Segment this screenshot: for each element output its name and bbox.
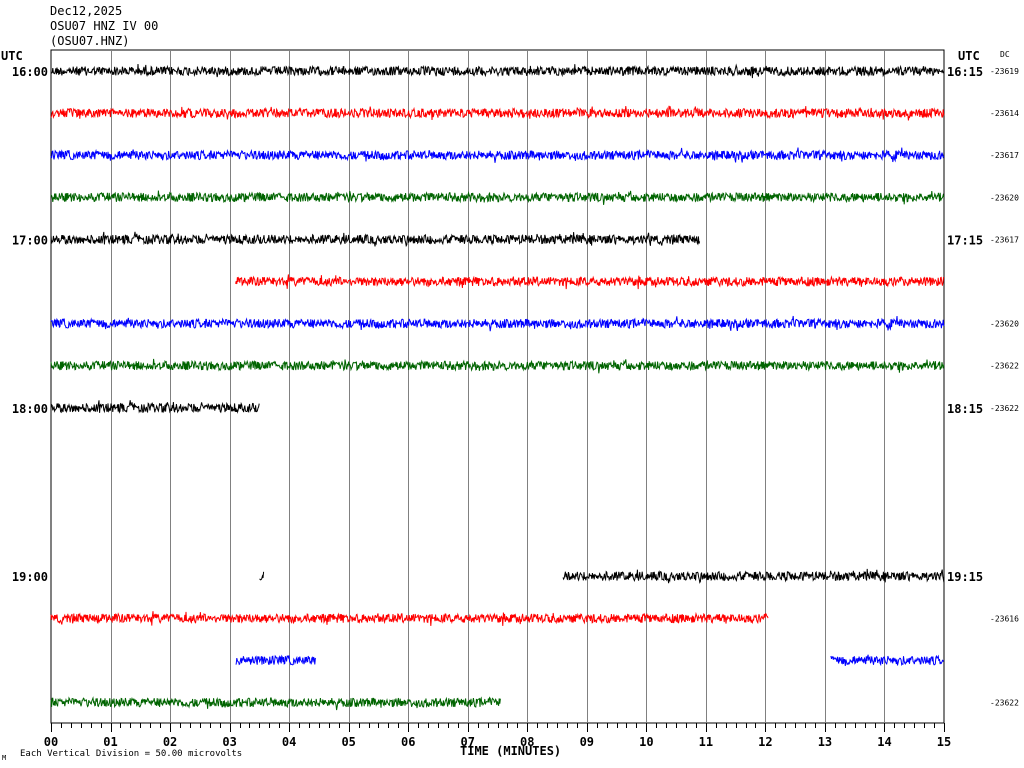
row-dc-offset: -23619 [990,67,1019,76]
x-tick-label: 11 [699,735,713,749]
x-tick-label: 14 [877,735,891,749]
row-dc-offset: -23620 [990,320,1019,329]
row-end-time-label: 16:15 [947,65,983,79]
seismic-trace [50,105,945,121]
x-tick-label: 01 [103,735,117,749]
header-station-code: (OSU07.HNZ) [50,34,130,48]
row-dc-offset: -23617 [990,151,1019,160]
x-axis-title: TIME (MINUTES) [460,744,562,758]
x-tick-label: 05 [341,735,355,749]
row-start-time-label: 17:00 [12,233,48,247]
row-start-time-label: 16:00 [12,65,48,79]
x-tick-label: 13 [818,735,832,749]
seismic-trace [50,147,945,163]
seismic-trace [50,611,769,626]
x-tick-label: 03 [222,735,236,749]
seismic-trace [50,315,945,332]
seismic-trace [50,231,701,248]
dc-column-label: DC [1000,50,1010,59]
header-date: Dec12,2025 [50,4,123,18]
seismic-trace [50,63,945,79]
seismic-trace [50,696,501,711]
x-tick-label: 09 [580,735,594,749]
row-end-time-label: 19:15 [947,570,983,584]
row-dc-offset: -23616 [990,614,1019,623]
x-tick-label: 12 [758,735,772,749]
row-dc-offset: -23622 [990,699,1019,708]
row-dc-offset: -23614 [990,109,1019,118]
seismic-trace [562,568,945,584]
seismic-trace [50,400,260,414]
x-tick-label: 08 [520,735,534,749]
x-tick-label: 02 [163,735,177,749]
utc-label-left: UTC [1,49,23,63]
row-end-time-label: 17:15 [947,233,983,247]
row-dc-offset: -23617 [990,235,1019,244]
header-station-line: OSU07 HNZ IV 00 [50,19,159,33]
x-tick-label: 00 [44,735,58,749]
row-dc-offset: -23622 [990,404,1019,413]
seismic-trace [235,274,945,290]
x-tick-label: 15 [937,735,951,749]
utc-label-right: UTC [958,49,980,63]
row-dc-offset: -23622 [990,362,1019,371]
row-start-time-label: 19:00 [12,570,48,584]
x-tick-label: 10 [639,735,653,749]
x-tick-label: 04 [282,735,296,749]
seismic-trace [50,190,945,205]
seismic-trace [830,654,945,667]
x-tick-label: 07 [461,735,475,749]
row-start-time-label: 18:00 [12,402,48,416]
seismic-trace [235,654,316,666]
x-tick-label: 06 [401,735,415,749]
row-dc-offset: -23620 [990,193,1019,202]
seismic-trace [259,571,265,581]
vertical-division-note: Each Vertical Division = 50.00 microvolt… [20,749,243,759]
plot-frame [50,49,945,724]
seismic-trace [50,358,945,374]
row-end-time-label: 18:15 [947,402,983,416]
footnote-mark: M [2,754,7,762]
